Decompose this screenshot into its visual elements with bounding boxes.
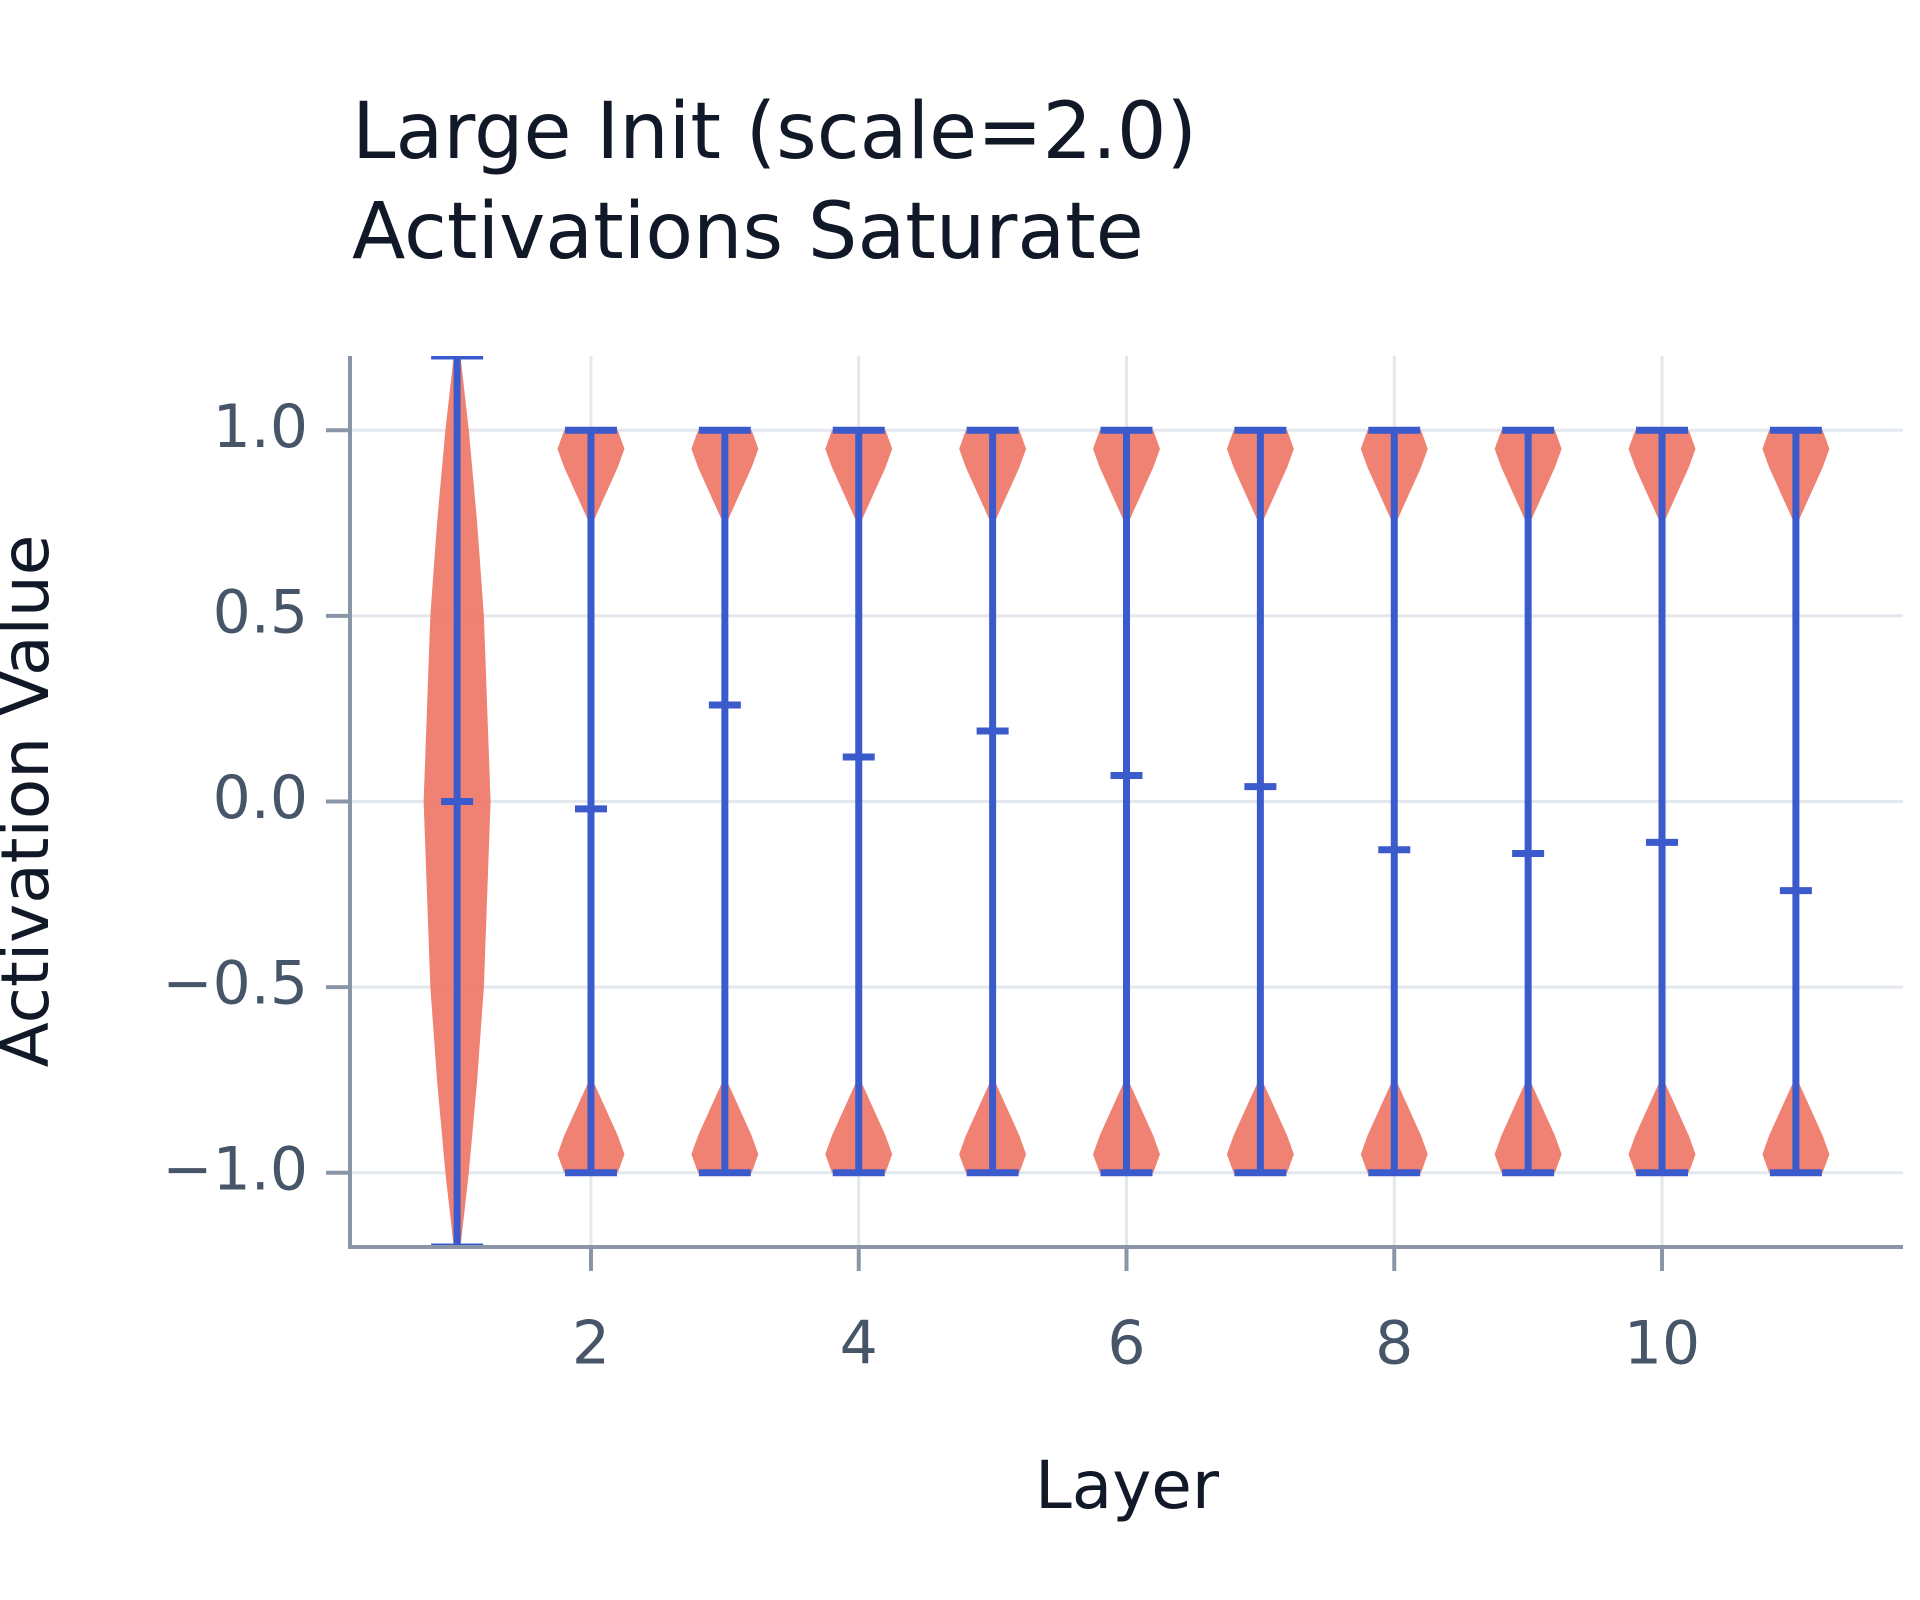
y-tick-label: −0.5: [162, 949, 308, 1019]
y-axis-label: Activation Value: [0, 535, 64, 1068]
y-tick-label: 0.0: [213, 763, 308, 833]
chart-title: Large Init (scale=2.0): [352, 87, 1197, 177]
plot-area: [423, 356, 1830, 1247]
x-axis-label: Layer: [1035, 1447, 1220, 1524]
x-tick-label: 6: [1107, 1309, 1145, 1379]
axes: −1.0 −0.5 0.0 0.5 1.0 2 4 6 8 10: [162, 356, 1903, 1379]
y-tick-label: 0.5: [213, 577, 308, 647]
x-tick-label: 2: [572, 1309, 610, 1379]
y-tick-label: 1.0: [213, 392, 308, 462]
chart-title: Activations Saturate: [352, 187, 1144, 277]
y-tick-label: −1.0: [162, 1134, 308, 1204]
x-tick-label: 4: [840, 1309, 878, 1379]
x-tick-label: 10: [1624, 1309, 1700, 1379]
x-tick-label: 8: [1375, 1309, 1413, 1379]
